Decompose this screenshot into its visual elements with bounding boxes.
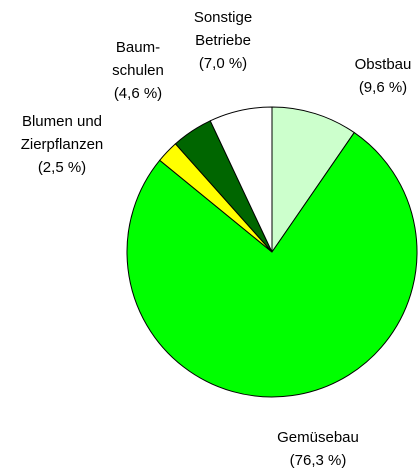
value-label: (7,0 %) [199,55,247,72]
pie-slice [271,106,355,254]
pie-slice [126,131,418,398]
pie-slice [209,106,273,253]
value-label: (9,6 %) [359,79,407,96]
value-label: (4,6 %) [114,85,162,102]
value-label: (76,3 %) [290,452,347,469]
slice-label: Baum-schulen [112,39,164,79]
value-label: (2,5 %) [38,159,86,176]
slice-label: Obstbau [355,56,412,73]
slice-label: Sonstige Betriebe [194,9,252,49]
slice-label: Gemüsebau [277,429,359,446]
slice-label: Blumen und Zierpflanzen [21,113,104,153]
